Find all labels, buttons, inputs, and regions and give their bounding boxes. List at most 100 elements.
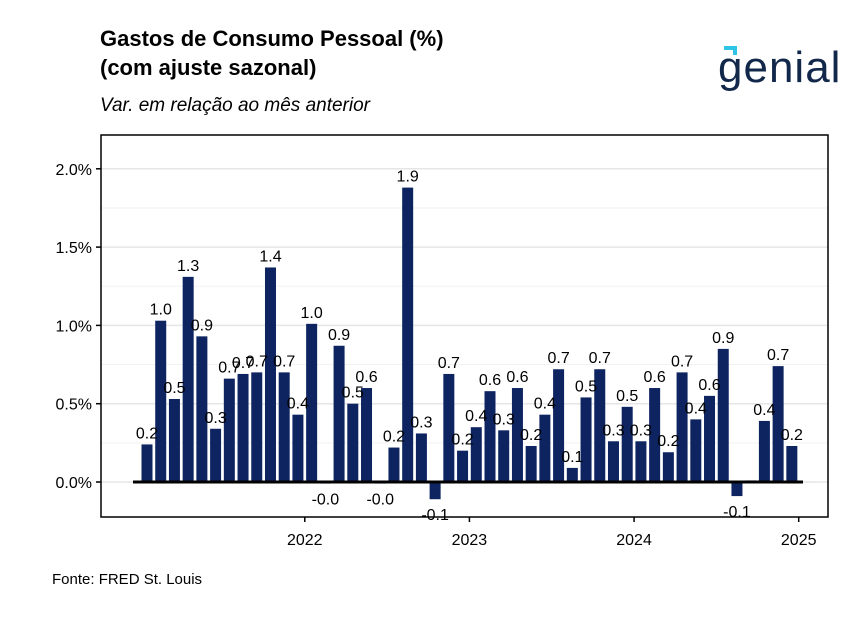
data-label-2025-08: 0.2 [781, 427, 803, 444]
data-label-2023-01: 0.6 [355, 369, 377, 386]
data-label-2021-09: 0.2 [136, 425, 158, 442]
data-label-2023-07: 0.7 [438, 355, 460, 372]
genial-logo: genial [718, 43, 841, 92]
data-label-2023-04: 1.9 [397, 169, 419, 186]
data-label-2024-02: 0.4 [534, 396, 556, 413]
data-label-2021-12: 1.3 [177, 258, 199, 275]
data-label-2025-06: 0.4 [753, 402, 775, 419]
y-tick-label: 2.0% [56, 162, 92, 179]
chart-subtitle: Var. em relação ao mês anterior [100, 95, 370, 116]
data-label-2024-05: 0.5 [575, 378, 597, 395]
chart-title-line2: (com ajuste sazonal) [100, 55, 317, 80]
axes-layer: 0.0% 0.5% 1.0% 1.5% 2.0% 2022 2023 2024 2025 [56, 134, 829, 549]
bar-2021-11 [168, 399, 180, 482]
bar-2025-08 [786, 445, 798, 482]
bar-2023-10 [484, 391, 496, 482]
bar-2024-11 [662, 452, 674, 482]
data-label-2025-04: -0.1 [723, 504, 751, 521]
bar-2023-08 [457, 450, 469, 482]
logo-accent-mark [724, 46, 737, 50]
data-label-2025-02: 0.6 [698, 377, 720, 394]
data-label-2024-04: 0.1 [561, 449, 583, 466]
data-label-2024-09: 0.3 [630, 422, 652, 439]
bar-2025-01 [690, 419, 702, 482]
bar-2022-06 [264, 267, 276, 482]
y-tick-label: 1.5% [56, 240, 92, 257]
data-label-2024-11: 0.2 [657, 433, 679, 450]
bar-2023-05 [415, 433, 427, 482]
bar-2024-02 [539, 414, 551, 482]
bar-2022-07 [278, 372, 290, 482]
bar-2023-01 [361, 388, 373, 482]
data-label-2022-11: 0.9 [328, 327, 350, 344]
bar-2023-11 [498, 430, 510, 482]
data-label-2022-02: 0.3 [204, 410, 226, 427]
data-label-2023-02: -0.0 [366, 492, 394, 509]
bar-2023-03 [388, 447, 400, 482]
x-tick-label: 2023 [452, 532, 488, 549]
data-label-2023-08: 0.2 [451, 432, 473, 449]
data-label-2024-07: 0.3 [602, 422, 624, 439]
x-tick-label: 2025 [781, 532, 817, 549]
bar-2025-06 [758, 420, 770, 482]
data-label-2023-09: 0.4 [465, 408, 487, 425]
bar-2024-03 [553, 369, 565, 482]
bar-2022-01 [196, 336, 208, 482]
bar-2022-05 [251, 372, 263, 482]
bar-2024-01 [525, 445, 537, 482]
chart-title-line1: Gastos de Consumo Pessoal (%) [100, 26, 444, 51]
bar-2025-03 [717, 348, 729, 482]
data-label-2022-07: 0.7 [273, 353, 295, 370]
data-label-2024-03: 0.7 [547, 350, 569, 367]
data-label-2022-06: 1.4 [259, 248, 281, 265]
bar-2022-02 [210, 428, 222, 482]
data-label-2023-11: 0.3 [493, 411, 515, 428]
grid-layer [101, 168, 828, 483]
bar-2022-12 [347, 403, 359, 482]
x-tick-label: 2022 [287, 532, 323, 549]
data-label-2021-10: 1.0 [150, 302, 172, 319]
logo-accent-mark-stem [733, 46, 737, 55]
data-label-2024-01: 0.2 [520, 427, 542, 444]
data-label-2025-07: 0.7 [767, 347, 789, 364]
bar-2022-11 [333, 345, 345, 482]
bar-2024-10 [649, 388, 661, 482]
data-label-2024-12: 0.7 [671, 353, 693, 370]
data-label-2024-10: 0.6 [644, 369, 666, 386]
data-label-2024-08: 0.5 [616, 388, 638, 405]
data-label-2022-04: 0.7 [232, 355, 254, 372]
y-tick-label: 1.0% [56, 318, 92, 335]
bar-2021-10 [155, 320, 167, 482]
data-label-2023-06: -0.1 [421, 507, 449, 524]
bar-2023-07 [443, 373, 455, 482]
bar-2023-04 [402, 187, 414, 483]
y-tick-label: 0.5% [56, 397, 92, 414]
bar-2024-08 [621, 406, 633, 482]
data-label-2022-08: 0.4 [287, 396, 309, 413]
data-labels-layer: 0.21.00.51.30.90.30.70.70.71.40.70.41.0-… [136, 169, 803, 525]
bar-2022-03 [223, 378, 235, 482]
data-label-2022-01: 0.9 [191, 317, 213, 334]
bar-2022-04 [237, 373, 249, 482]
data-label-2022-12: 0.5 [342, 385, 364, 402]
data-label-2022-05: 0.7 [246, 353, 268, 370]
chart-title: Gastos de Consumo Pessoal (%) (com ajust… [100, 24, 444, 82]
source-note: Fonte: FRED St. Louis [52, 571, 203, 588]
bar-2023-06 [429, 482, 441, 500]
data-label-2022-09: 1.0 [301, 305, 323, 322]
logo-text: genial [718, 43, 841, 92]
bar-2024-05 [580, 397, 592, 482]
data-label-2023-12: 0.6 [506, 369, 528, 386]
bar-2024-12 [676, 372, 688, 482]
bar-2024-06 [594, 369, 606, 482]
data-label-2023-03: 0.2 [383, 429, 405, 446]
bar-2024-04 [566, 467, 578, 482]
bar-2025-07 [772, 366, 784, 482]
bar-2021-12 [182, 276, 194, 482]
x-tick-label: 2024 [616, 532, 652, 549]
data-label-2021-11: 0.5 [163, 380, 185, 397]
data-label-2022-10: -0.0 [312, 492, 340, 509]
bars-layer [141, 187, 812, 500]
bar-2025-04 [731, 482, 743, 497]
data-label-2023-10: 0.6 [479, 372, 501, 389]
